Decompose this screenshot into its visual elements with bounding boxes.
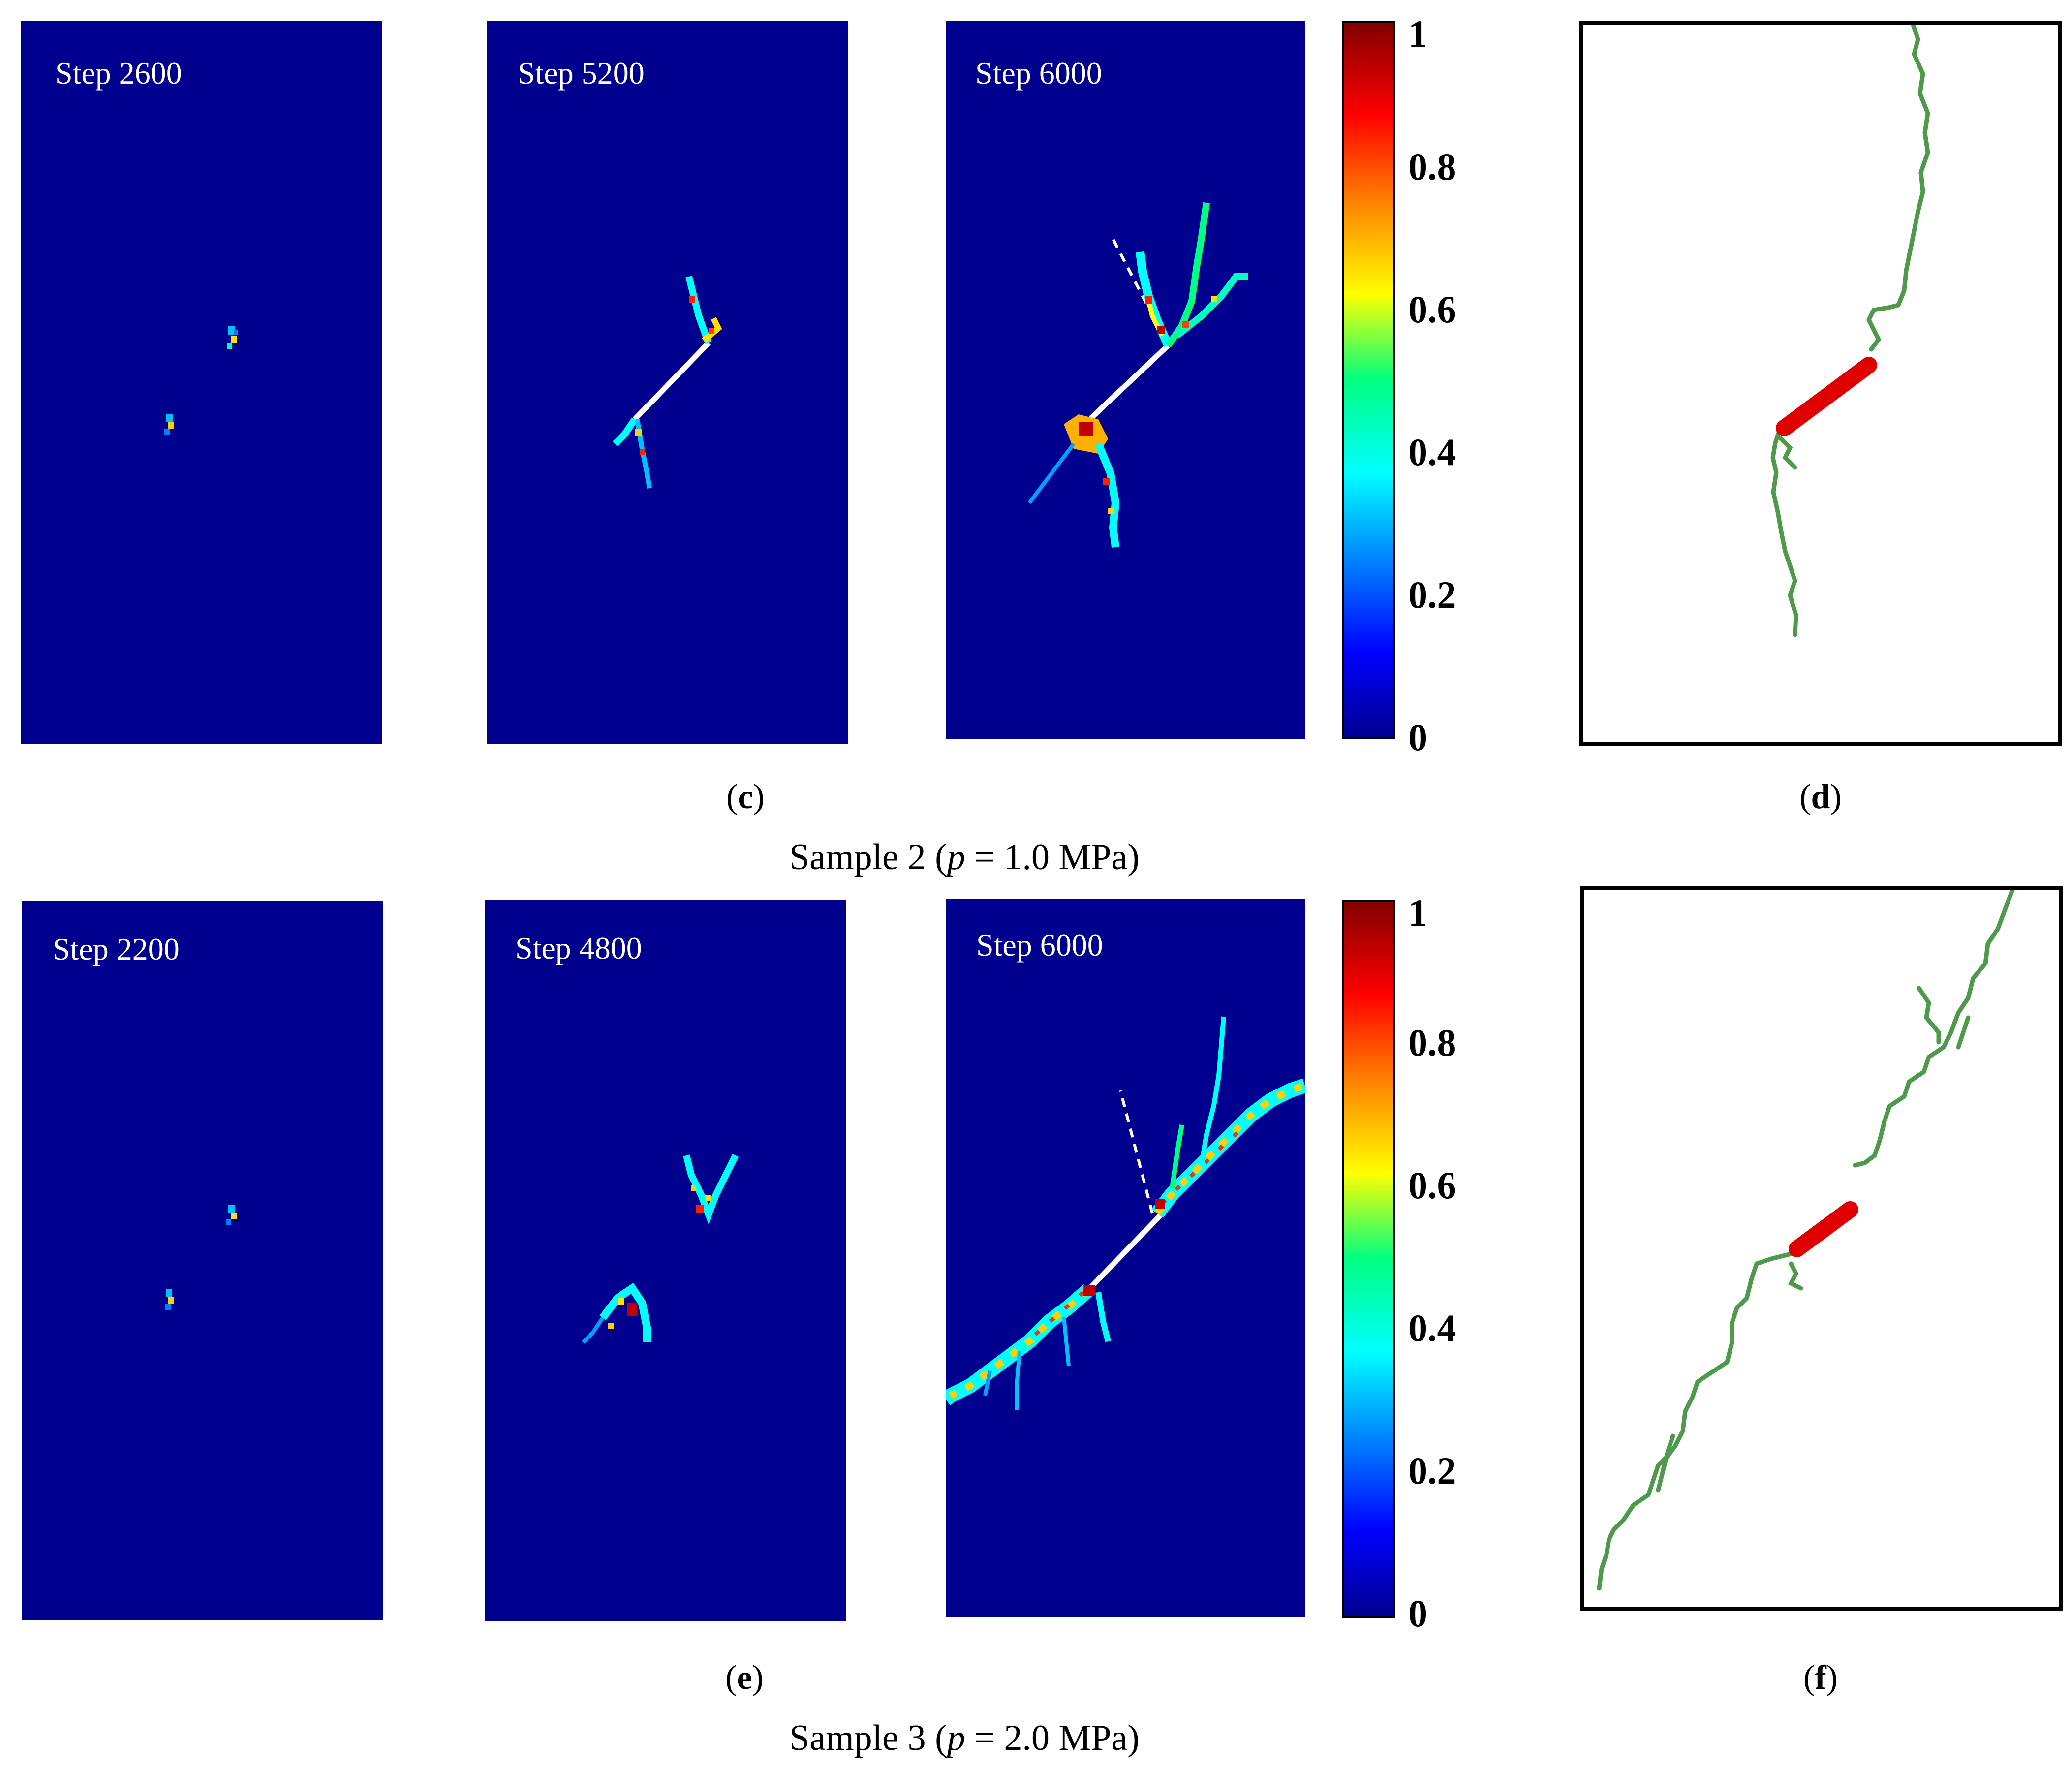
- flaw-line: [1086, 1212, 1164, 1292]
- flaw-trace: [1776, 357, 1877, 436]
- damage-overlay: [165, 1205, 237, 1310]
- crack-trace-overlay: [1597, 890, 2015, 1591]
- colorbar-tick-0.2: 0.2: [1408, 1449, 1456, 1492]
- crack-trace-upper: [1866, 25, 1930, 352]
- damage-spot-upper: [227, 326, 238, 349]
- damage-overlay: [613, 276, 722, 489]
- caption-sample-2: Sample 2 (p = 1.0 MPa): [789, 837, 1140, 877]
- damage-spot-lower: [165, 1289, 174, 1310]
- step-label: Step 5200: [518, 56, 645, 91]
- colorbar-tick-0.4: 0.4: [1408, 431, 1456, 473]
- damage-overlay: [164, 326, 238, 435]
- damage-panel-c3: Step 6000: [946, 21, 1305, 739]
- crack-trace-branch-short: [1956, 1015, 1971, 1050]
- subfigure-label-e: (e): [725, 1659, 764, 1697]
- damage-panel-c2: Step 5200: [487, 21, 848, 744]
- colorbar-tick-1: 1: [1408, 12, 1427, 55]
- step-label: Step 2600: [55, 56, 182, 91]
- crack-upper-wing: [1136, 202, 1248, 348]
- colorbar-tick-0: 0: [1408, 1592, 1427, 1635]
- colorbar-gradient: [1342, 900, 1395, 1618]
- damage-panel-e1: Step 2200: [22, 901, 383, 1620]
- damage-overlay: [1027, 202, 1248, 548]
- crack-trace-lower: [1770, 426, 1798, 637]
- colorbar-e: [1342, 900, 1395, 1618]
- damage-overlay: [582, 1153, 739, 1344]
- subfigure-label-c: (c): [726, 778, 765, 816]
- step-label: Step 2200: [53, 932, 180, 966]
- crack-upper-wing: [683, 1153, 739, 1224]
- flaw-line: [633, 341, 711, 421]
- colorbar-tick-0.2: 0.2: [1408, 573, 1456, 616]
- crack-trace-panel-f: [1580, 886, 2063, 1611]
- crack-lower-band: [946, 1284, 1111, 1410]
- crack-trace-upper: [1853, 890, 2015, 1168]
- crack-upper-wing: [685, 276, 722, 344]
- colorbar-tick-0.8: 0.8: [1408, 1021, 1456, 1064]
- colorbar-tick-0: 0: [1408, 716, 1427, 759]
- damage-panel-c1: Step 2600: [21, 21, 382, 744]
- damage-panel-e3: Step 6000: [946, 899, 1305, 1617]
- crack-trace-panel-d: [1579, 21, 2062, 746]
- caption-sample-3: Sample 3 (p = 2.0 MPa): [789, 1718, 1140, 1758]
- crack-trace-branch-top: [1917, 986, 1941, 1045]
- flaw-trace: [1789, 1201, 1858, 1257]
- colorbar-tick-0.6: 0.6: [1408, 1164, 1456, 1207]
- colorbar-tick-0.4: 0.4: [1408, 1306, 1456, 1349]
- colorbar-tick-0.8: 0.8: [1408, 145, 1456, 188]
- crack-trace-lower: [1597, 1251, 1794, 1591]
- dashed-reference-line: [1119, 1090, 1154, 1214]
- colorbar-tick-1: 1: [1408, 891, 1427, 934]
- crack-lower-wing: [613, 417, 652, 489]
- damage-spot-upper: [226, 1205, 237, 1225]
- damage-panel-e2: Step 4800: [485, 900, 846, 1621]
- damage-overlay: [946, 1016, 1305, 1410]
- colorbar-gradient: [1342, 21, 1395, 739]
- subfigure-label-d: (d): [1799, 778, 1842, 816]
- crack-trace-overlay: [1770, 25, 1930, 637]
- step-label: Step 6000: [975, 56, 1102, 91]
- colorbar-tick-0.6: 0.6: [1408, 288, 1456, 331]
- flaw-line: [1089, 343, 1170, 421]
- crack-lower-wing: [582, 1282, 651, 1344]
- crack-upper-band: [1151, 1016, 1305, 1218]
- step-label: Step 6000: [976, 928, 1103, 963]
- step-label: Step 4800: [515, 931, 642, 965]
- damage-spot-lower: [164, 414, 174, 435]
- crack-trace-lower-segment: [1656, 1433, 1675, 1493]
- crack-lower-wing: [1027, 414, 1120, 548]
- colorbar-c: [1342, 21, 1395, 739]
- crack-trace-lower-branch: [1788, 1261, 1803, 1291]
- crack-trace-branch: [1778, 435, 1797, 470]
- subfigure-label-f: (f): [1803, 1659, 1838, 1697]
